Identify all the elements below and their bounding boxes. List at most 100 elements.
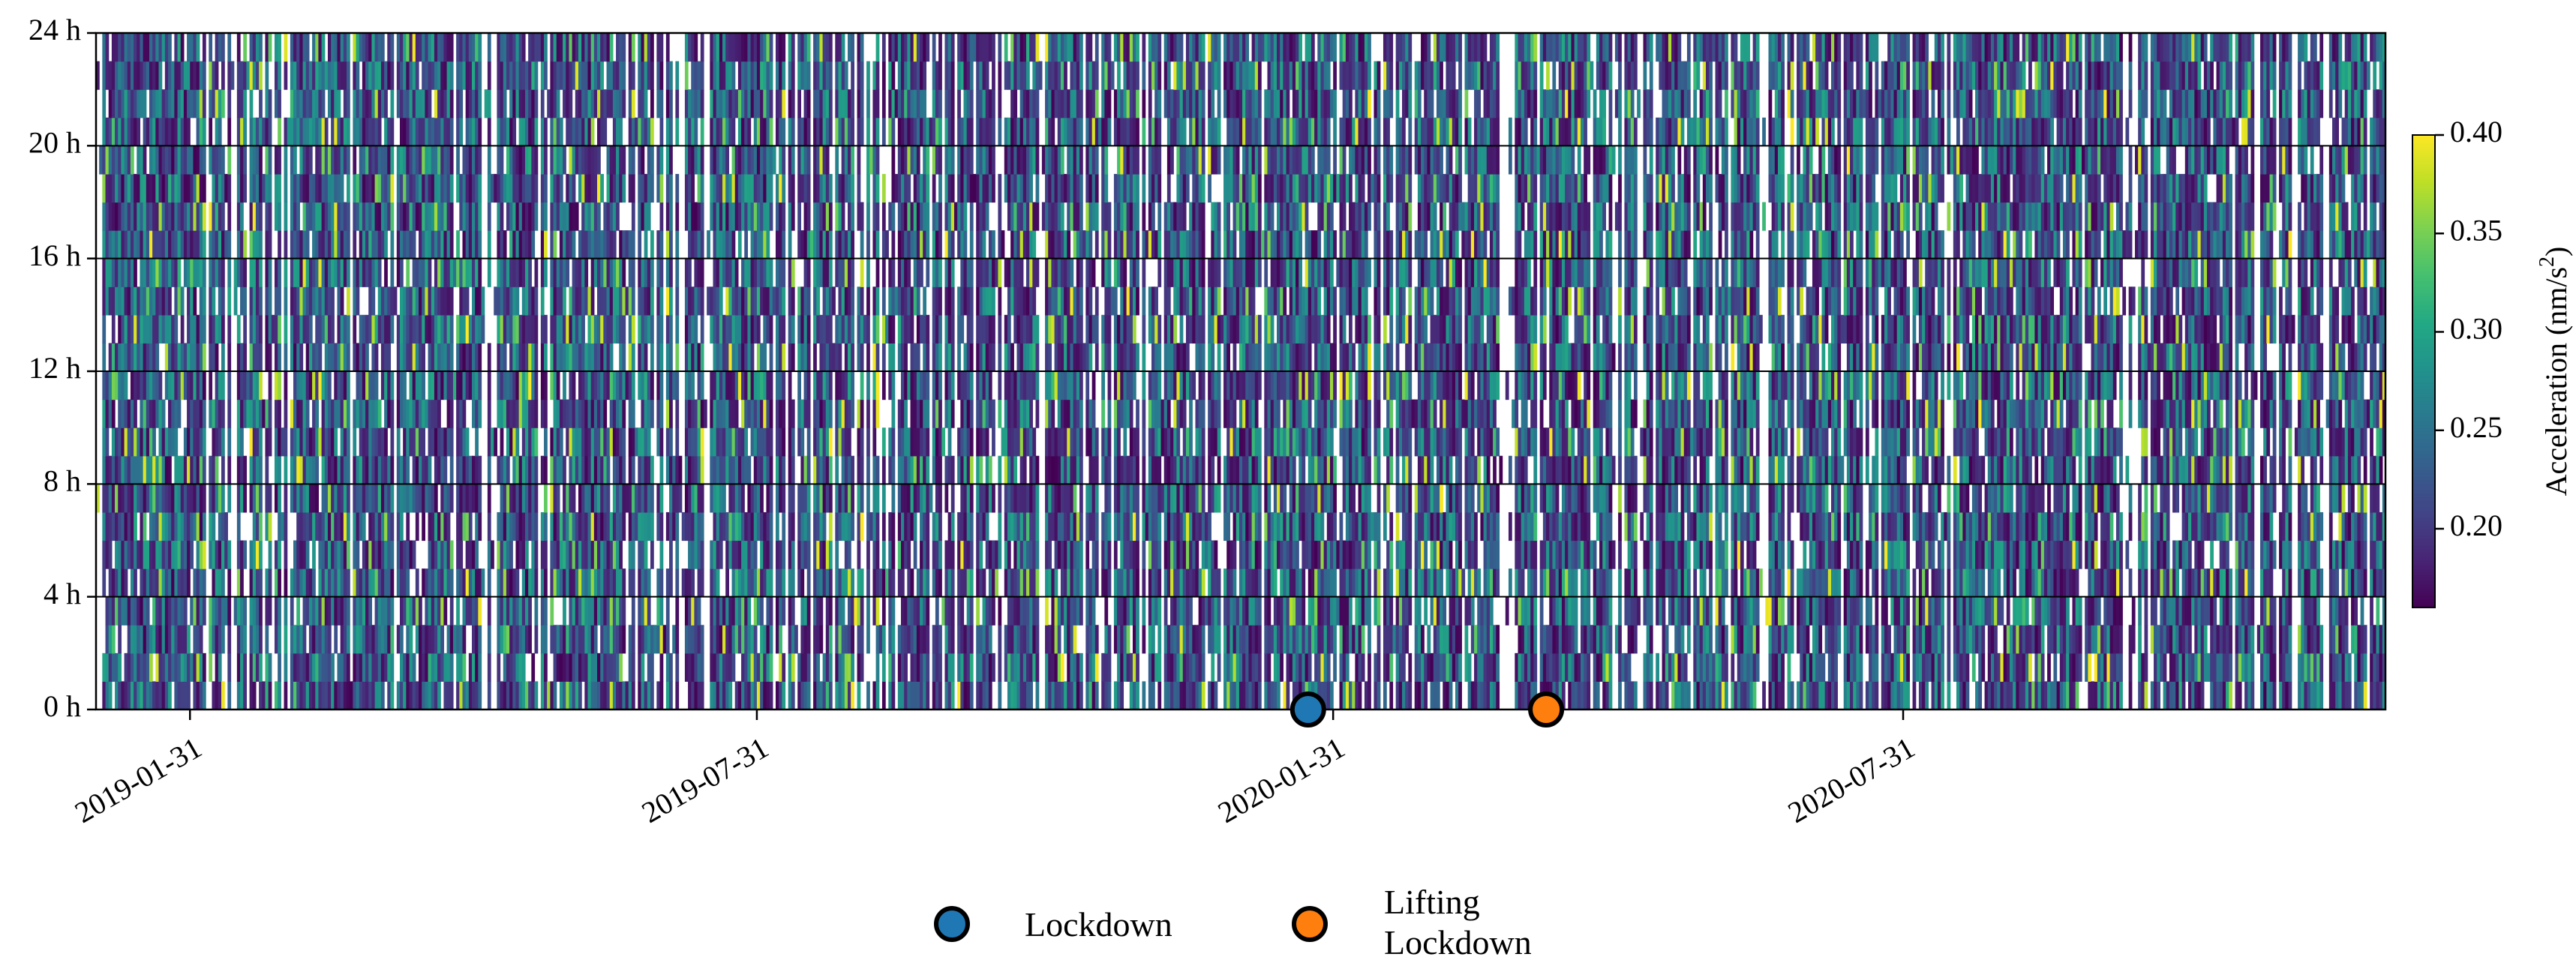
heatmap-cell — [209, 399, 213, 428]
heatmap-cell — [797, 33, 801, 62]
heatmap-cell — [428, 484, 432, 513]
heatmap-cell — [848, 540, 851, 569]
heatmap-cell — [534, 484, 539, 513]
heatmap-cell — [521, 455, 526, 484]
heatmap-cell — [531, 484, 536, 513]
heatmap-cell — [415, 89, 419, 118]
heatmap-cell — [137, 681, 141, 710]
heatmap-cell — [456, 371, 460, 400]
heatmap-cell — [390, 173, 395, 203]
heatmap-cell — [390, 681, 395, 710]
heatmap-cell — [249, 117, 254, 146]
heatmap-cell — [331, 286, 335, 316]
heatmap-cell — [121, 230, 125, 260]
heatmap-cell — [825, 61, 830, 90]
heatmap-cell — [606, 428, 611, 457]
heatmap-cell — [600, 568, 604, 598]
heatmap-cell — [600, 173, 604, 203]
heatmap-cell — [321, 258, 326, 287]
heatmap-cell — [713, 230, 717, 260]
heatmap-cell — [509, 343, 513, 372]
heatmap-cell — [312, 540, 316, 569]
heatmap-cell — [590, 173, 595, 203]
heatmap-cell — [472, 540, 476, 569]
heatmap-cell — [782, 343, 786, 372]
heatmap-cell — [155, 568, 160, 598]
heatmap-cell — [174, 202, 179, 231]
heatmap-cell — [515, 33, 520, 62]
heatmap-cell — [719, 371, 723, 400]
heatmap-cell — [797, 117, 801, 146]
heatmap-cell — [797, 681, 801, 710]
heatmap-cell — [866, 399, 870, 428]
heatmap-cell — [553, 399, 557, 428]
heatmap-cell — [916, 681, 920, 710]
heatmap-cell — [183, 371, 188, 400]
heatmap-cell — [725, 61, 729, 90]
heatmap-cell — [566, 343, 570, 372]
heatmap-cell — [462, 568, 467, 598]
heatmap-cell — [331, 314, 335, 344]
heatmap-cell — [415, 146, 419, 175]
heatmap-cell — [337, 540, 341, 569]
heatmap-cell — [337, 484, 341, 513]
heatmap-cell — [168, 568, 172, 598]
heatmap-cell — [312, 652, 316, 682]
heatmap-cell — [916, 625, 920, 654]
heatmap-cell — [813, 314, 817, 344]
heatmap-cell — [641, 568, 645, 598]
heatmap-cell — [161, 173, 166, 203]
heatmap-cell — [806, 652, 811, 682]
heatmap-cell — [215, 173, 219, 203]
heatmap-cell — [459, 202, 464, 231]
heatmap-cell — [776, 625, 779, 654]
heatmap-cell — [881, 202, 886, 231]
heatmap-cell — [669, 568, 673, 598]
heatmap-cell — [390, 117, 395, 146]
heatmap-cell — [512, 61, 517, 90]
heatmap-cell — [747, 173, 752, 203]
heatmap-cell — [406, 455, 410, 484]
heatmap-cell — [572, 681, 576, 710]
heatmap-cell — [305, 117, 310, 146]
heatmap-cell — [305, 61, 310, 90]
heatmap-cell — [305, 428, 310, 457]
heatmap-cell — [741, 314, 745, 344]
heatmap-cell — [171, 146, 175, 175]
heatmap-cell — [622, 484, 626, 513]
heatmap-cell — [619, 625, 623, 654]
heatmap-cell — [384, 286, 388, 316]
heatmap-cell — [528, 399, 532, 428]
heatmap-cell — [612, 540, 617, 569]
heatmap-cell — [512, 146, 517, 175]
heatmap-cell — [278, 230, 281, 260]
heatmap-cell — [691, 173, 695, 203]
heatmap-cell — [302, 230, 307, 260]
heatmap-cell — [631, 61, 635, 90]
heatmap-cell — [578, 625, 582, 654]
heatmap-cell — [140, 540, 144, 569]
heatmap-cell — [268, 681, 272, 710]
heatmap-cell — [569, 428, 573, 457]
heatmap-cell — [901, 314, 905, 344]
heatmap-cell — [593, 33, 598, 62]
heatmap-cell — [353, 399, 357, 428]
heatmap-cell — [713, 568, 717, 598]
heatmap-cell — [177, 540, 182, 569]
heatmap-cell — [403, 314, 407, 344]
heatmap-cell — [168, 230, 172, 260]
heatmap-cell — [422, 371, 425, 400]
heatmap-cell — [563, 484, 566, 513]
heatmap-cell — [825, 428, 830, 457]
heatmap-cell — [440, 33, 445, 62]
heatmap-cell — [710, 89, 714, 118]
heatmap-cell — [343, 117, 347, 146]
heatmap-cell — [806, 455, 811, 484]
heatmap-cell — [747, 455, 752, 484]
heatmap-cell — [650, 371, 654, 400]
heatmap-cell — [105, 117, 110, 146]
heatmap-cell — [719, 89, 723, 118]
heatmap-cell — [121, 540, 125, 569]
heatmap-cell — [556, 428, 560, 457]
heatmap-cell — [102, 371, 107, 400]
